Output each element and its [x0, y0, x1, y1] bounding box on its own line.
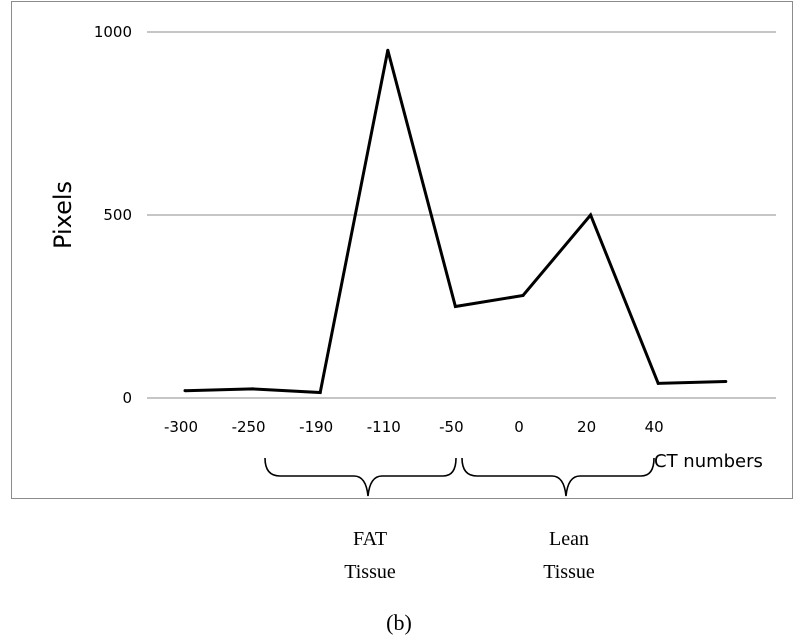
x-tick-label: 0 [514, 418, 524, 436]
fat-tissue-label-line1: FAT [353, 528, 387, 550]
data-point [251, 387, 255, 391]
y-axis-title: Pixels [49, 181, 77, 249]
x-tick-label: -300 [164, 418, 198, 436]
data-point [521, 294, 525, 298]
chart-frame [11, 1, 793, 499]
x-tick-label: -110 [367, 418, 401, 436]
fat-tissue-brace [264, 457, 457, 497]
x-tick-label: -190 [299, 418, 333, 436]
data-point [453, 305, 457, 308]
y-tick-label: 500 [103, 206, 132, 224]
lean-tissue-label-line1: Lean [549, 528, 589, 550]
data-point [386, 48, 390, 52]
y-tick-labels: 0 500 1000 [94, 23, 132, 407]
data-point [183, 389, 187, 393]
x-tick-label: 40 [645, 418, 664, 436]
x-tick-label: -50 [439, 418, 464, 436]
lean-tissue-label-line2: Tissue [543, 561, 595, 583]
data-point [724, 380, 728, 384]
lean-tissue-brace [461, 457, 655, 497]
series-line [184, 49, 726, 395]
x-axis-title: CT numbers [654, 451, 763, 472]
x-tick-label: 20 [577, 418, 596, 436]
data-point [318, 391, 322, 395]
gridlines [147, 31, 776, 216]
y-tick-label: 0 [122, 389, 132, 407]
data-point [656, 381, 660, 385]
y-tick-label: 1000 [94, 23, 132, 41]
x-tick-labels: -300 -250 -190 -110 -50 0 20 40 [164, 418, 664, 436]
fat-tissue-label-line2: Tissue [344, 561, 396, 583]
data-point [589, 213, 593, 217]
data-points [183, 48, 728, 395]
figure-caption: (b) [386, 610, 412, 635]
x-tick-label: -250 [232, 418, 266, 436]
